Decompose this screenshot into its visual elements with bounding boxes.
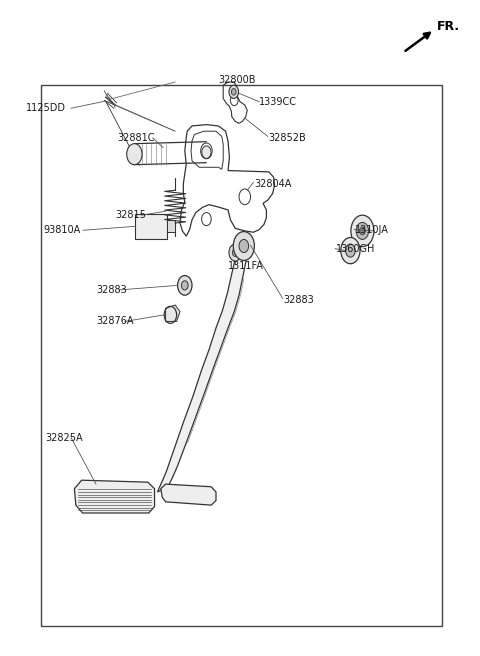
Text: 1339CC: 1339CC [259,96,297,107]
Text: 32883: 32883 [96,285,127,295]
Circle shape [360,227,365,235]
Text: 32804A: 32804A [254,178,292,189]
Text: 32825A: 32825A [46,432,83,443]
Text: 32883: 32883 [283,295,314,305]
Text: 32800B: 32800B [218,75,256,85]
Text: 93810A: 93810A [43,225,81,236]
Text: 1310JA: 1310JA [355,224,389,235]
Polygon shape [135,214,167,239]
Polygon shape [74,480,155,513]
Circle shape [229,85,239,98]
Circle shape [346,244,355,257]
Text: FR.: FR. [437,20,460,33]
Circle shape [233,232,254,260]
Polygon shape [166,305,180,321]
Circle shape [239,239,249,253]
Polygon shape [161,484,216,505]
Circle shape [351,215,374,247]
Circle shape [341,237,360,264]
Text: 32815: 32815 [115,210,146,220]
Circle shape [232,249,238,256]
Circle shape [231,89,236,95]
Circle shape [202,146,211,159]
Text: 32852B: 32852B [269,133,307,143]
Text: 1311FA: 1311FA [228,260,264,271]
Polygon shape [157,239,250,492]
Polygon shape [167,220,175,232]
Circle shape [356,222,369,239]
Text: 32876A: 32876A [96,316,133,327]
Text: 1360GH: 1360GH [336,244,375,255]
Text: 1125DD: 1125DD [26,103,66,113]
Circle shape [181,281,188,290]
Text: 32881C: 32881C [118,133,155,143]
Circle shape [229,244,241,261]
Circle shape [127,144,142,165]
Circle shape [178,276,192,295]
